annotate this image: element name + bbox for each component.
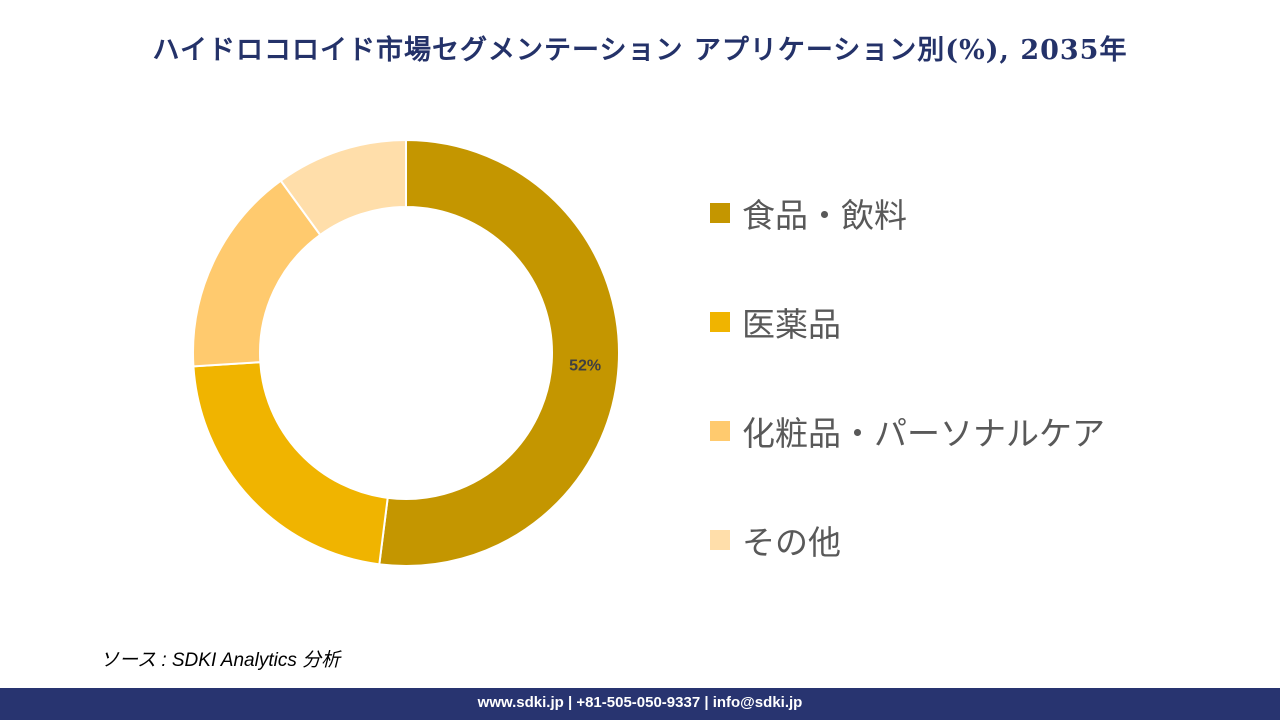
legend: 食品・飲料 医薬品 化粧品・パーソナルケア その他 [710, 186, 1105, 622]
source-note: ソース : SDKI Analytics 分析 [100, 650, 341, 671]
legend-swatch [710, 203, 730, 223]
legend-item: その他 [710, 513, 1105, 567]
footer-contact: www.sdki.jp | +81-505-050-9337 | info@sd… [477, 694, 803, 711]
legend-item: 化粧品・パーソナルケア [710, 404, 1105, 458]
chart-title: ハイドロコロイド市場セグメンテーション アプリケーション別(%), 2035年 [152, 35, 1128, 66]
legend-item: 医薬品 [710, 295, 1105, 349]
legend-label: その他 [742, 523, 841, 562]
legend-swatch [710, 530, 730, 550]
legend-item: 食品・飲料 [710, 186, 1105, 240]
legend-label: 化粧品・パーソナルケア [742, 414, 1105, 453]
donut-slice [279, 138, 407, 237]
legend-swatch [710, 421, 730, 441]
legend-label: 食品・飲料 [742, 196, 907, 235]
footer-bar: www.sdki.jp | +81-505-050-9337 | info@sd… [0, 688, 1280, 720]
legend-label: 医薬品 [742, 305, 841, 344]
data-label: 52% [569, 357, 601, 374]
donut-slice [378, 138, 620, 567]
donut-slice [192, 361, 389, 566]
legend-swatch [710, 312, 730, 332]
